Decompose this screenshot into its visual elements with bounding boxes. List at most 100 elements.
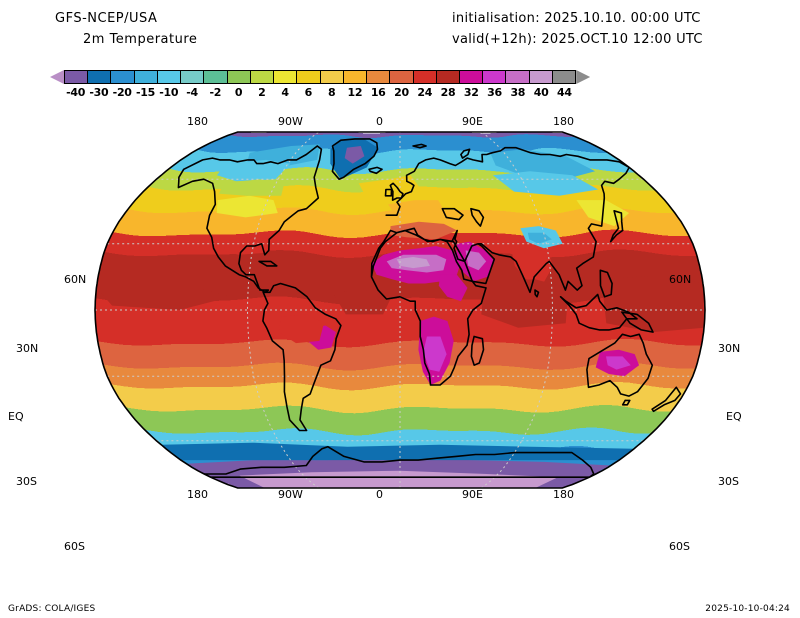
lat-label-left-eq: EQ xyxy=(8,410,24,423)
zonal-band xyxy=(228,132,577,139)
colorbar-cell xyxy=(64,70,88,84)
temperature-region xyxy=(358,175,420,196)
lat-label-right-eq: EQ xyxy=(726,410,742,423)
coastline-segment xyxy=(412,143,427,149)
initialisation-time: initialisation: 2025.10.10. 00:00 UTC xyxy=(452,11,701,26)
lat-label-left-60s: 60S xyxy=(64,540,85,553)
colorbar-tick: 20 xyxy=(394,86,409,99)
colorbar-under-arrow xyxy=(50,70,64,84)
zonal-band xyxy=(141,187,662,199)
colorbar-tick-labels: -40 -30 -20 -15 -10 -4 -2 0 2 4 6 8 12 16 20 24 28 32 36 38… xyxy=(50,86,590,100)
zonal-band xyxy=(211,139,595,147)
colorbar-tick: 16 xyxy=(370,86,386,99)
temperature-region xyxy=(601,274,704,333)
zonal-band xyxy=(96,332,703,345)
temperature-region xyxy=(438,274,468,302)
coastline-segment xyxy=(389,182,404,201)
zonal-band xyxy=(236,132,569,135)
zonal-band xyxy=(111,381,687,394)
colorbar-tick: -10 xyxy=(159,86,179,99)
coastline-segment xyxy=(470,207,485,227)
temperature-region xyxy=(423,336,447,372)
lon-label-bottom-180e: 180 xyxy=(553,488,574,501)
zonal-band xyxy=(125,206,678,219)
lon-label-bottom-90e: 90E xyxy=(462,488,483,501)
lon-label-bottom-90w: 90W xyxy=(278,488,303,501)
temperature-region xyxy=(390,221,458,240)
colorbar-tick: 32 xyxy=(463,86,479,99)
coastline-segment xyxy=(586,333,654,397)
temperature-region xyxy=(278,314,324,344)
temperature-region xyxy=(511,248,554,284)
header-left-block: GFS-NCEP/USA 2m Temperature xyxy=(55,8,197,50)
colorbar-cell xyxy=(226,70,250,84)
coastline-segment xyxy=(370,227,496,386)
coastline-segment xyxy=(609,210,624,243)
zonal-band xyxy=(104,365,695,378)
zonal-band xyxy=(154,436,642,448)
lon-label-top-90e: 90E xyxy=(462,115,483,128)
zonal-band xyxy=(120,213,682,225)
colorbar-cell xyxy=(249,70,274,84)
colorbar-cell xyxy=(412,70,436,84)
lat-label-left-30s: 30S xyxy=(16,475,37,488)
zonal-band xyxy=(106,371,692,384)
coastline-segment xyxy=(441,207,464,221)
temperature-region xyxy=(96,283,231,310)
world-temperature-map xyxy=(94,131,706,489)
temperature-region xyxy=(218,179,285,196)
lat-label-right-60n: 60N xyxy=(669,273,692,286)
coastline-segment xyxy=(621,399,631,406)
zonal-band xyxy=(95,322,704,335)
temperature-region xyxy=(332,290,392,315)
temperature-region xyxy=(492,171,599,196)
zonal-band xyxy=(98,342,701,354)
colorbar-cell xyxy=(156,70,181,84)
coastlines xyxy=(177,138,682,478)
colorbar-tick: 8 xyxy=(327,86,336,99)
temperature-region xyxy=(216,159,291,182)
colorbar-cell xyxy=(528,70,552,84)
colorbar-tick: -4 xyxy=(186,86,198,99)
colorbar-tick: 24 xyxy=(417,86,433,99)
temperature-region xyxy=(161,442,635,461)
zonal-band xyxy=(135,193,668,206)
map-border xyxy=(94,131,706,489)
colorbar-tick: -15 xyxy=(135,86,155,99)
colorbar-tick: 2 xyxy=(258,86,266,99)
zonal-band xyxy=(99,266,702,278)
lon-label-top-90w: 90W xyxy=(278,115,303,128)
coastline-segment xyxy=(258,260,278,267)
colorbar-tick: 36 xyxy=(487,86,502,99)
colorbar-tick: 40 xyxy=(533,86,549,99)
colorbar-tick: 12 xyxy=(347,86,363,99)
lat-label-right-30s: 30S xyxy=(718,475,739,488)
lat-label-left-30n: 30N xyxy=(16,342,39,355)
temperature-region xyxy=(388,200,446,220)
lat-label-left-60n: 60N xyxy=(64,273,87,286)
zonal-band xyxy=(127,408,669,420)
coastline-segment xyxy=(368,166,383,175)
colorbar-cell xyxy=(133,70,157,84)
zonal-band xyxy=(130,200,673,212)
colorbar-cell xyxy=(458,70,483,84)
coastline-segment xyxy=(331,138,379,180)
temperature-region xyxy=(490,149,596,180)
temperature-region xyxy=(396,257,430,269)
zonal-band xyxy=(125,404,672,417)
coastline-segment xyxy=(534,289,540,298)
temperature-region xyxy=(481,279,569,328)
lon-label-top-0: 0 xyxy=(376,115,383,128)
colorbar-over-arrow xyxy=(576,70,591,84)
colorbar-cell xyxy=(296,70,320,84)
coastline-segment xyxy=(651,386,682,413)
colorbar-tick: 28 xyxy=(440,86,456,99)
model-name: GFS-NCEP/USA xyxy=(55,11,158,26)
grads-credit: GrADS: COLA/IGES xyxy=(8,604,96,614)
zonal-band xyxy=(135,417,661,430)
render-timestamp: 2025-10-10-04:24 xyxy=(705,604,790,614)
temperature-region xyxy=(527,232,552,244)
coastline-segment xyxy=(621,311,654,333)
coastline-segment xyxy=(385,146,630,294)
colorbar-tick: 6 xyxy=(304,86,313,99)
